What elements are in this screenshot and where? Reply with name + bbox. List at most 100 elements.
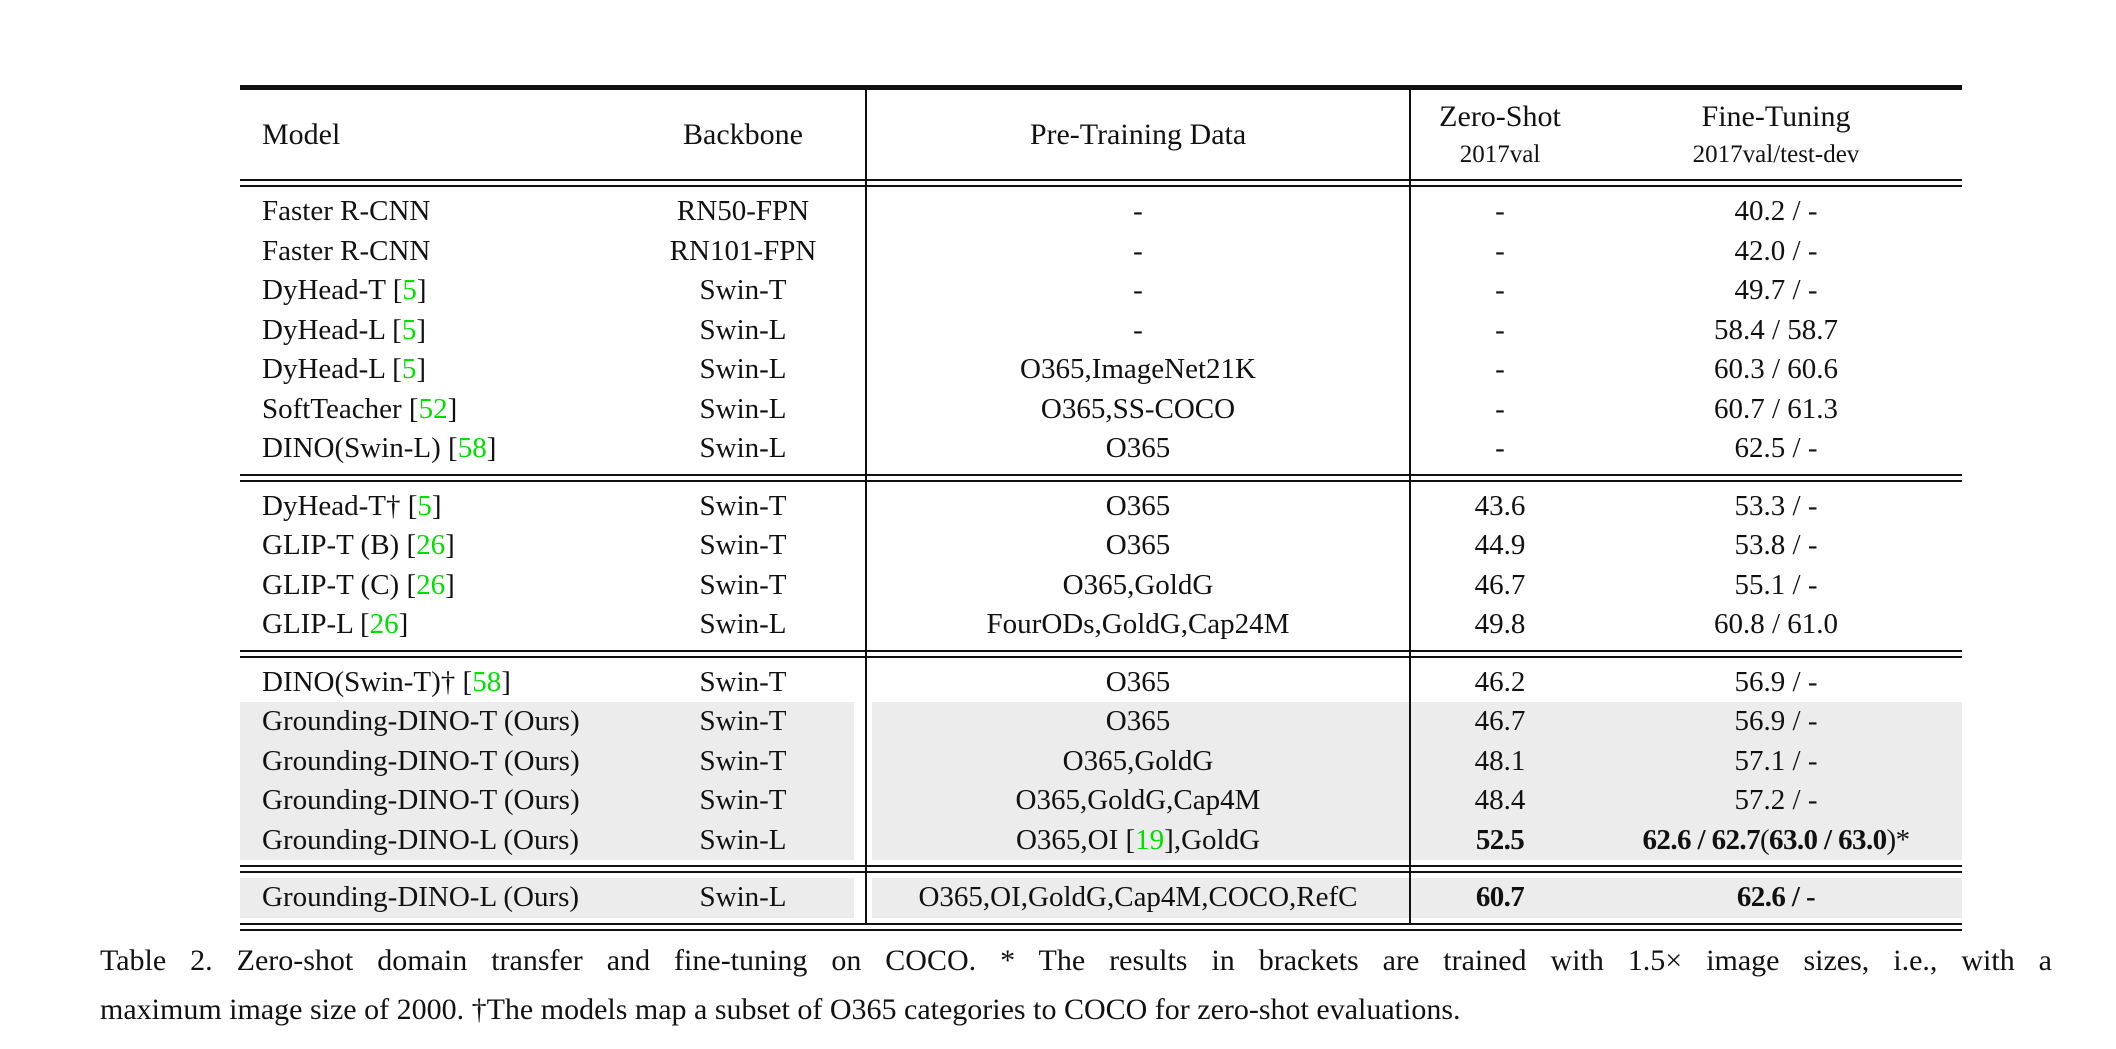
backbone-cell: Swin-T <box>699 568 787 601</box>
zeroshot-cell: 49.8 <box>1474 608 1526 641</box>
model-cell: Grounding-DINO-T (Ours) <box>240 741 620 781</box>
model-cell: DyHead-T† [5] <box>262 489 442 522</box>
separator-rule <box>240 865 1962 873</box>
table-caption: Table 2. Zero-shot domain transfer and f… <box>100 936 2052 1034</box>
model-cell: Faster R-CNN <box>262 195 431 228</box>
zeroshot-cell: - <box>1495 392 1505 425</box>
table-row: DINO(Swin-T)† [58] Swin-T O365 46.2 56.9 / - <box>240 663 1962 703</box>
pretrain-cell: O365,SS-COCO <box>1040 392 1236 425</box>
fine-tuning-label: Fine-Tuning <box>1701 100 1851 133</box>
finetune-cell: 60.7 / 61.3 <box>1713 392 1839 425</box>
col-header-fine-tuning: Fine-Tuning 2017val/test-dev <box>1590 90 1962 179</box>
table-row: SoftTeacher [52] Swin-L O365,SS-COCO - 60.7 … <box>240 390 1962 430</box>
finetune-cell: 55.1 / - <box>1734 568 1818 601</box>
citation-ref: 26 <box>416 568 446 601</box>
pretrain-cell: FourODs,GoldG,Cap24M <box>986 608 1290 641</box>
table-row: Grounding-DINO-L (Ours) Swin-L O365,OI,Gol… <box>240 878 1962 918</box>
table-row: GLIP-T (B) [26] Swin-T O365 44.9 53.8 / - <box>240 526 1962 566</box>
model-cell: DyHead-T [5] <box>262 274 427 307</box>
zeroshot-cell: 46.7 <box>1474 568 1526 601</box>
finetune-cell: 56.9 / - <box>1590 702 1962 742</box>
backbone-cell: Swin-L <box>699 313 787 346</box>
zeroshot-cell: 60.7 <box>1410 878 1590 918</box>
table-section: DINO(Swin-T)† [58] Swin-T O365 46.2 56.9 / -… <box>240 658 1962 866</box>
table-row: GLIP-T (C) [26] Swin-T O365,GoldG 46.7 55.1 … <box>240 566 1962 606</box>
table-row: DyHead-L [5] Swin-L O365,ImageNet21K - 60.3 … <box>240 350 1962 390</box>
pretrain-cell: - <box>1133 274 1143 307</box>
pretrain-cell: - <box>1133 195 1143 228</box>
model-cell: Grounding-DINO-T (Ours) <box>240 781 620 821</box>
col-header-backbone: Backbone <box>683 117 803 151</box>
col-header-zero-shot: Zero-Shot 2017val <box>1410 90 1590 179</box>
separator-rule <box>240 922 1962 931</box>
finetune-cell: 57.1 / - <box>1590 741 1962 781</box>
citation-ref: 58 <box>457 432 487 465</box>
column-divider-pretrain-zeroshot <box>1409 90 1411 923</box>
column-divider-backbone-pretrain <box>865 90 867 923</box>
zeroshot-cell: 52.5 <box>1410 820 1590 860</box>
table-top-rule <box>240 85 1962 90</box>
zero-shot-label: Zero-Shot <box>1439 100 1561 133</box>
pretrain-cell: O365,OI [19],GoldG <box>866 820 1410 860</box>
finetune-cell: 53.3 / - <box>1734 489 1818 522</box>
model-cell: DyHead-L [5] <box>262 353 427 386</box>
model-cell: GLIP-T (B) [26] <box>262 529 455 562</box>
finetune-cell: 49.7 / - <box>1734 274 1818 307</box>
pretrain-cell: O365,OI,GoldG,Cap4M,COCO,RefC <box>866 878 1410 918</box>
zeroshot-cell: 43.6 <box>1474 489 1526 522</box>
pretrain-cell: O365,ImageNet21K <box>1020 353 1256 386</box>
table-header-row: Model Backbone Pre-Training Data Zero-Sh… <box>240 90 1962 179</box>
backbone-cell: Swin-L <box>620 878 866 918</box>
table-row: Faster R-CNN RN101-FPN - - 42.0 / - <box>240 232 1962 272</box>
model-cell: Grounding-DINO-L (Ours) <box>240 878 620 918</box>
backbone-cell: Swin-L <box>699 608 787 641</box>
finetune-cell: 62.6 / - <box>1590 878 1962 918</box>
finetune-cell: 58.4 / 58.7 <box>1713 313 1839 346</box>
pretrain-cell: O365 <box>1105 432 1171 465</box>
citation-ref: 26 <box>416 529 446 562</box>
backbone-cell: Swin-L <box>699 353 787 386</box>
backbone-cell: RN50-FPN <box>676 195 810 228</box>
model-cell: GLIP-T (C) [26] <box>262 568 455 601</box>
finetune-cell: 62.6 / 62.7 (63.0 / 63.0) * <box>1590 820 1962 860</box>
backbone-cell: Swin-L <box>699 392 787 425</box>
table-row: DyHead-T† [5] Swin-T O365 43.6 53.3 / - <box>240 487 1962 527</box>
pretrain-cell: - <box>1133 234 1143 267</box>
results-table: Model Backbone Pre-Training Data Zero-Sh… <box>240 85 1962 931</box>
citation-ref: 5 <box>401 313 417 346</box>
citation-ref: 5 <box>417 489 432 522</box>
caption-line-2: maximum image size of 2000. †The models … <box>100 993 1461 1026</box>
table-row: DyHead-L [5] Swin-L - - 58.4 / 58.7 <box>240 311 1962 351</box>
separator-rule <box>240 473 1962 482</box>
model-cell: Grounding-DINO-T (Ours) <box>240 702 620 742</box>
backbone-cell: Swin-T <box>699 489 787 522</box>
zeroshot-cell: 46.7 <box>1410 702 1590 742</box>
model-cell: DyHead-L [5] <box>262 313 427 346</box>
zeroshot-cell: - <box>1495 195 1505 228</box>
zeroshot-cell: - <box>1495 234 1505 267</box>
pretrain-cell: - <box>1133 313 1143 346</box>
table-section: Grounding-DINO-L (Ours) Swin-L O365,OI,Gol… <box>240 873 1962 923</box>
fine-tuning-sublabel: 2017val/test-dev <box>1692 141 1860 168</box>
table-section: DyHead-T† [5] Swin-T O365 43.6 53.3 / - GLIP-… <box>240 482 1962 650</box>
pretrain-cell: O365 <box>1105 665 1171 698</box>
table-row: GLIP-L [26] Swin-L FourODs,GoldG,Cap24M 49.… <box>240 605 1962 645</box>
model-cell: DINO(Swin-T)† [58] <box>262 665 511 698</box>
model-cell: Faster R-CNN <box>262 234 431 267</box>
backbone-cell: Swin-T <box>620 781 866 821</box>
citation-ref: 58 <box>472 665 502 698</box>
citation-ref: 5 <box>401 353 417 386</box>
table-row: DINO(Swin-L) [58] Swin-L O365 - 62.5 / - <box>240 429 1962 469</box>
zeroshot-cell: - <box>1495 313 1505 346</box>
table-section: Faster R-CNN RN50-FPN - -40.2 / - Faster R-C… <box>240 187 1962 474</box>
finetune-cell: 60.3 / 60.6 <box>1713 353 1839 386</box>
zeroshot-cell: - <box>1495 432 1505 465</box>
pretrain-cell: O365,GoldG,Cap4M <box>866 781 1410 821</box>
backbone-cell: Swin-T <box>620 741 866 781</box>
backbone-cell: Swin-L <box>699 432 787 465</box>
separator-rule <box>240 649 1962 658</box>
backbone-cell: Swin-T <box>699 274 787 307</box>
model-cell: Grounding-DINO-L (Ours) <box>240 820 620 860</box>
table-row: Grounding-DINO-T (Ours) Swin-T O365,GoldG,… <box>240 781 1962 821</box>
